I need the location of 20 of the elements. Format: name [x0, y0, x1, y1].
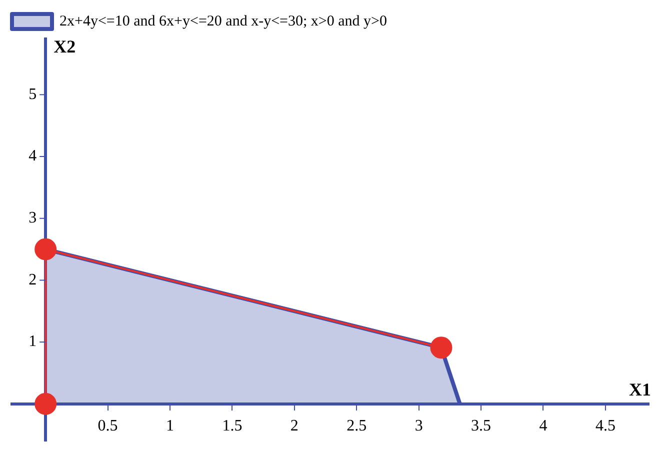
y-tick-label: 3	[28, 210, 37, 227]
point	[430, 336, 452, 359]
y-tick-label: 2	[28, 271, 37, 288]
x-tick-label: 2.5	[346, 418, 367, 435]
y-axis-title: X2	[54, 36, 76, 57]
point	[34, 392, 57, 415]
x-tick-label: 4	[539, 418, 548, 435]
x-tick-label: 3	[414, 418, 423, 435]
x-tick-label: 1.5	[222, 418, 242, 435]
y-tick-label: 5	[28, 86, 37, 103]
x-tick-label: 0.5	[98, 418, 118, 435]
x-tick-label: 2	[290, 418, 298, 435]
legend-label: 2x+4y<=10 and 6x+y<=20 and x-y<=30; x>0 and y>0	[60, 13, 387, 30]
x-tick-label: 4.5	[595, 418, 616, 435]
x-axis-title: X1	[629, 380, 651, 400]
x-tick-label: 3.5	[471, 418, 492, 435]
x-tick-label: 1	[166, 418, 174, 435]
y-tick-label: 4	[28, 148, 37, 165]
point	[34, 238, 57, 260]
y-tick-label: 1	[28, 333, 37, 350]
